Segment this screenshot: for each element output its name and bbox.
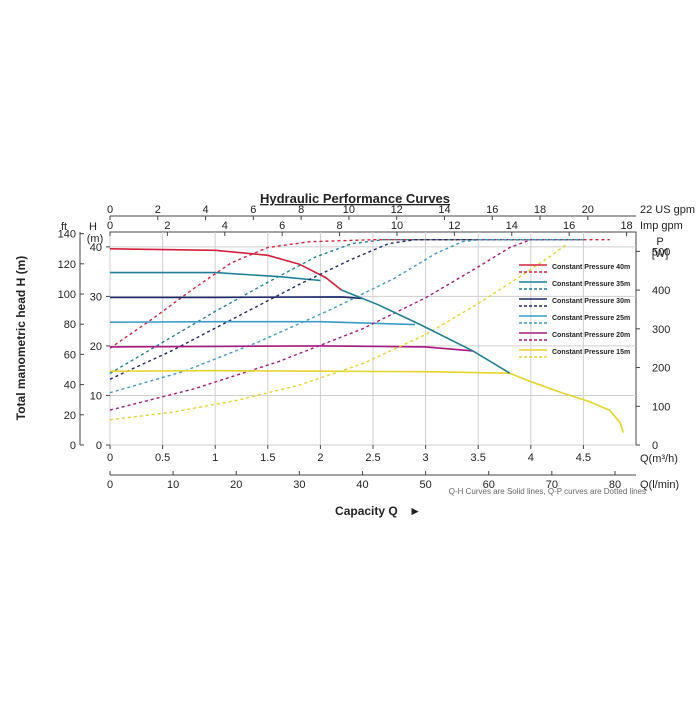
x-tick-label-usgpm: 8 bbox=[298, 204, 304, 216]
x-axis-arrow: ► bbox=[409, 504, 421, 518]
x-tick-label-m3h: 0 bbox=[107, 452, 113, 464]
y-unit-power: [W] bbox=[652, 248, 669, 260]
y-unit-power-top: P bbox=[656, 236, 663, 248]
x-tick-label-usgpm: 18 bbox=[534, 204, 546, 216]
y-tick-label-power: 0 bbox=[652, 440, 658, 452]
y-axis-title: Total manometric head H (m) bbox=[14, 256, 28, 420]
y-tick-label-head-m: 20 bbox=[90, 341, 102, 353]
x-tick-label-impgpm: 14 bbox=[506, 220, 518, 232]
x-tick-label-lmin: 60 bbox=[483, 479, 495, 491]
x-unit-m3h: Q(m³/h) bbox=[640, 453, 678, 465]
x-tick-label-impgpm: 2 bbox=[164, 220, 170, 232]
legend: Constant Pressure 40m Constant Pressure 3… bbox=[519, 264, 630, 358]
y-tick-label-ft: 100 bbox=[58, 289, 76, 301]
x-tick-label-m3h: 0.5 bbox=[155, 452, 170, 464]
legend-label: Constant Pressure 20m bbox=[552, 332, 630, 339]
x-tick-label-m3h: 4 bbox=[528, 452, 534, 464]
legend-label: Constant Pressure 30m bbox=[552, 298, 630, 305]
legend-label: Constant Pressure 25m bbox=[552, 315, 630, 322]
qh-curve bbox=[109, 345, 473, 352]
y-tick-label-ft: 0 bbox=[70, 440, 76, 452]
y-unit-ft: ft bbox=[61, 221, 67, 233]
chart-title: Hydraulic Performance Curves bbox=[260, 191, 450, 206]
x-unit-impgpm: Imp gpm bbox=[640, 220, 683, 232]
x-tick-label-m3h: 3 bbox=[423, 452, 429, 464]
qh-curve bbox=[110, 296, 363, 300]
qh-curve bbox=[110, 271, 321, 282]
x-tick-label-usgpm: 2 bbox=[155, 204, 161, 216]
y-tick-label-power: 300 bbox=[652, 324, 670, 336]
x-tick-label-usgpm: 16 bbox=[486, 204, 498, 216]
x-tick-label-impgpm: 18 bbox=[620, 220, 632, 232]
x-axis-title-text: Capacity Q bbox=[335, 504, 398, 518]
x-tick-label-m3h: 4.5 bbox=[576, 452, 591, 464]
y-tick-label-ft: 20 bbox=[64, 410, 76, 422]
y-tick-label-ft: 60 bbox=[64, 349, 76, 361]
x-tick-label-lmin: 70 bbox=[546, 479, 558, 491]
y-tick-label-head-m: 0 bbox=[96, 440, 102, 452]
x-tick-label-lmin: 30 bbox=[293, 479, 305, 491]
legend-label: Constant Pressure 35m bbox=[552, 281, 630, 288]
x-tick-label-usgpm: 6 bbox=[250, 204, 256, 216]
x-unit-lmin: Q(l/min) bbox=[640, 479, 679, 491]
qp-curve bbox=[109, 239, 584, 375]
y-tick-label-head-m: 30 bbox=[90, 291, 102, 303]
x-tick-label-usgpm: 4 bbox=[203, 204, 209, 216]
x-tick-label-usgpm: 12 bbox=[391, 204, 403, 216]
y-tick-label-power: 500 bbox=[652, 246, 670, 258]
legend-label: Constant Pressure 15m bbox=[552, 349, 630, 356]
y-tick-label-power: 200 bbox=[652, 363, 670, 375]
qp-curve bbox=[109, 239, 584, 394]
y-tick-label-ft: 40 bbox=[64, 380, 76, 392]
y-tick-label-ft: 80 bbox=[64, 319, 76, 331]
x-tick-label-impgpm: 6 bbox=[279, 220, 285, 232]
x-tick-label-m3h: 3.5 bbox=[471, 452, 486, 464]
x-tick-label-impgpm: 0 bbox=[107, 220, 113, 232]
y-tick-label-power: 400 bbox=[652, 285, 670, 297]
qh-curve bbox=[109, 320, 416, 326]
y-tick-label-ft: 120 bbox=[58, 259, 76, 271]
x-unit-usgpm: 22 US gpm bbox=[640, 204, 695, 216]
x-tick-label-impgpm: 16 bbox=[563, 220, 575, 232]
legend-label: Constant Pressure 40m bbox=[552, 264, 630, 271]
qh-curve bbox=[109, 248, 342, 291]
y-tick-label-ft: 140 bbox=[58, 229, 76, 241]
x-tick-label-impgpm: 10 bbox=[391, 220, 403, 232]
x-tick-label-impgpm: 8 bbox=[337, 220, 343, 232]
x-tick-label-lmin: 0 bbox=[107, 479, 113, 491]
x-tick-label-lmin: 10 bbox=[167, 479, 179, 491]
y-unit-head-m-top: H bbox=[89, 221, 97, 233]
x-tick-label-m3h: 2 bbox=[317, 452, 323, 464]
x-tick-label-lmin: 80 bbox=[609, 479, 621, 491]
x-axis-title: Capacity Q ► bbox=[335, 504, 421, 518]
qp-curve bbox=[109, 243, 569, 421]
qh-curve bbox=[109, 369, 510, 374]
x-tick-label-usgpm: 10 bbox=[343, 204, 355, 216]
y-tick-label-head-m: 40 bbox=[90, 242, 102, 254]
x-tick-label-impgpm: 4 bbox=[222, 220, 228, 232]
y-unit-head-m: (m) bbox=[87, 233, 104, 245]
x-tick-label-m3h: 2.5 bbox=[365, 452, 380, 464]
qp-curve bbox=[109, 239, 532, 411]
x-tick-label-m3h: 1 bbox=[212, 452, 218, 464]
series-layer bbox=[109, 239, 625, 433]
x-tick-label-impgpm: 12 bbox=[448, 220, 460, 232]
x-tick-label-lmin: 50 bbox=[419, 479, 431, 491]
qp-curve bbox=[109, 239, 584, 380]
qh-tail-curve bbox=[509, 372, 625, 433]
note-text: Q-H Curves are Solid lines, Q-P curves a… bbox=[449, 487, 646, 496]
x-tick-label-usgpm: 20 bbox=[582, 204, 594, 216]
x-tick-label-usgpm: 14 bbox=[438, 204, 450, 216]
x-tick-label-usgpm: 0 bbox=[107, 204, 113, 216]
x-tick-label-lmin: 40 bbox=[356, 479, 368, 491]
axes: 0 0.5 1 1.5 2 2.5 3 3.5 4 4.5 Q(m³/h)0 10 20 30 40 50 60… bbox=[58, 204, 695, 491]
y-tick-label-head-m: 10 bbox=[90, 390, 102, 402]
max-curve-envelope bbox=[341, 289, 511, 374]
x-tick-label-m3h: 1.5 bbox=[260, 452, 275, 464]
x-tick-label-lmin: 20 bbox=[230, 479, 242, 491]
y-tick-label-power: 100 bbox=[652, 401, 670, 413]
